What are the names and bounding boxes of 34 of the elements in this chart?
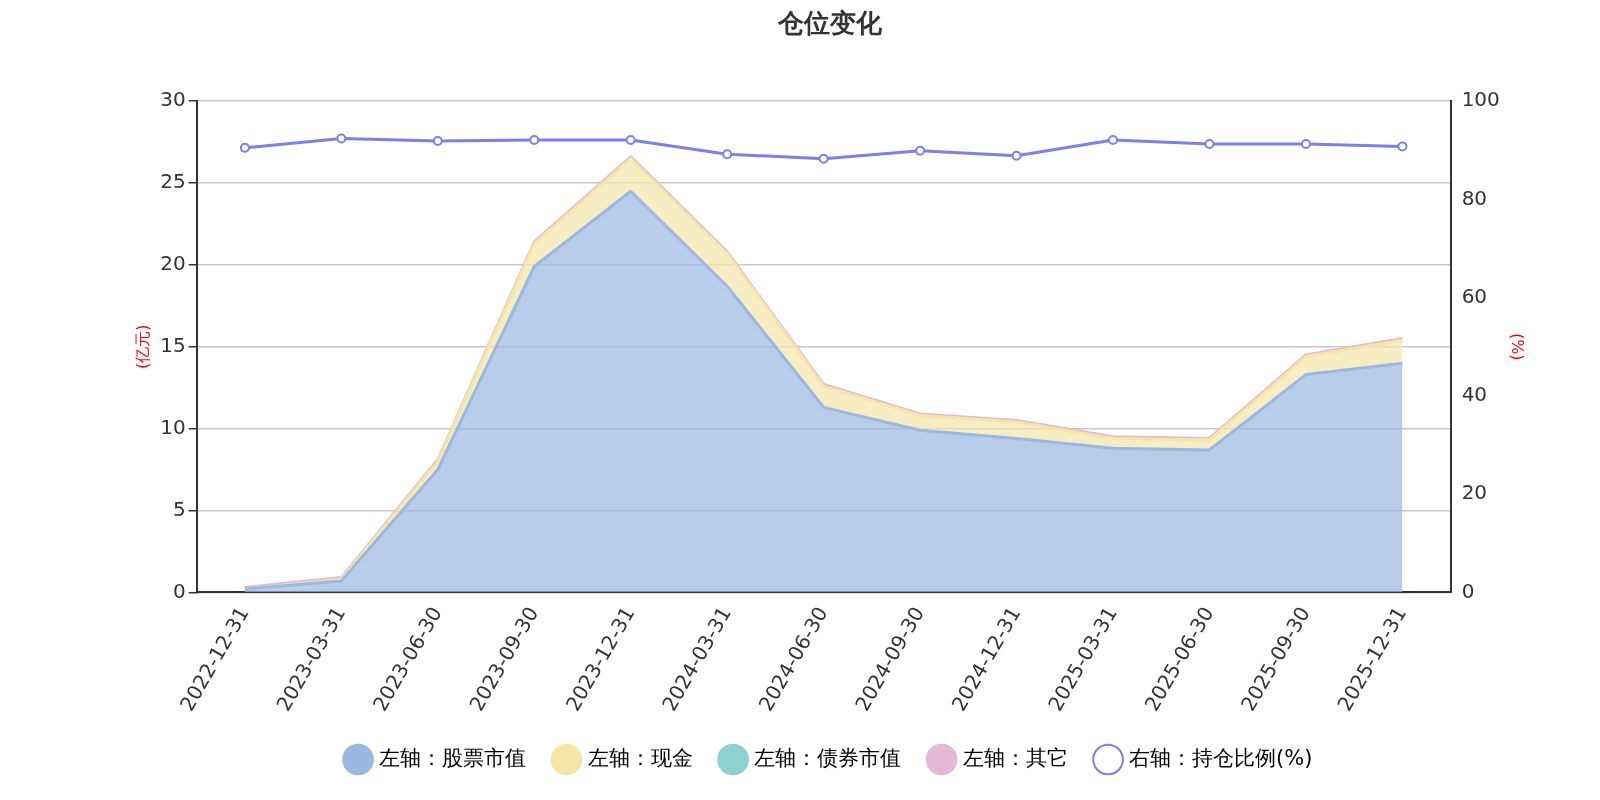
point — [239, 142, 250, 153]
y2-axis-title: (%) — [1508, 332, 1528, 361]
point — [432, 135, 443, 146]
y-tick-label: 25 — [160, 169, 186, 194]
y-tick-label: 0 — [172, 578, 186, 603]
legend-label: 左轴：债券市值 — [754, 745, 902, 770]
y-tick-label: 10 — [160, 414, 186, 439]
y2-tick-label: 40 — [1461, 382, 1488, 407]
point — [1011, 150, 1022, 161]
y-tick-label: 30 — [160, 87, 186, 112]
point — [818, 153, 829, 164]
legend-label: 左轴：其它 — [962, 745, 1068, 770]
point — [1397, 141, 1408, 152]
y2-tick-label: 80 — [1461, 185, 1488, 210]
point — [1204, 138, 1215, 149]
point — [915, 145, 926, 156]
y-tick-label: 5 — [172, 496, 186, 521]
point — [722, 149, 733, 160]
point — [1108, 135, 1119, 145]
legend-label: 左轴：现金 — [587, 745, 693, 770]
point — [336, 133, 347, 144]
y-axis-title: (亿元) — [132, 324, 152, 370]
y2-tick-label: 60 — [1461, 283, 1488, 308]
y-tick-label: 20 — [160, 251, 186, 276]
y2-tick-label: 100 — [1461, 87, 1500, 112]
point — [529, 135, 540, 145]
y2-tick-label: 0 — [1461, 578, 1475, 603]
y2-tick-label: 20 — [1461, 480, 1488, 505]
y-tick-label: 15 — [160, 332, 186, 357]
point — [1300, 138, 1311, 149]
chart-title: 仓位变化 — [777, 8, 883, 39]
legend-label: 左轴：股票市值 — [379, 745, 527, 770]
point — [625, 135, 636, 145]
legend-label: 右轴：持仓比例(%) — [1129, 745, 1313, 770]
